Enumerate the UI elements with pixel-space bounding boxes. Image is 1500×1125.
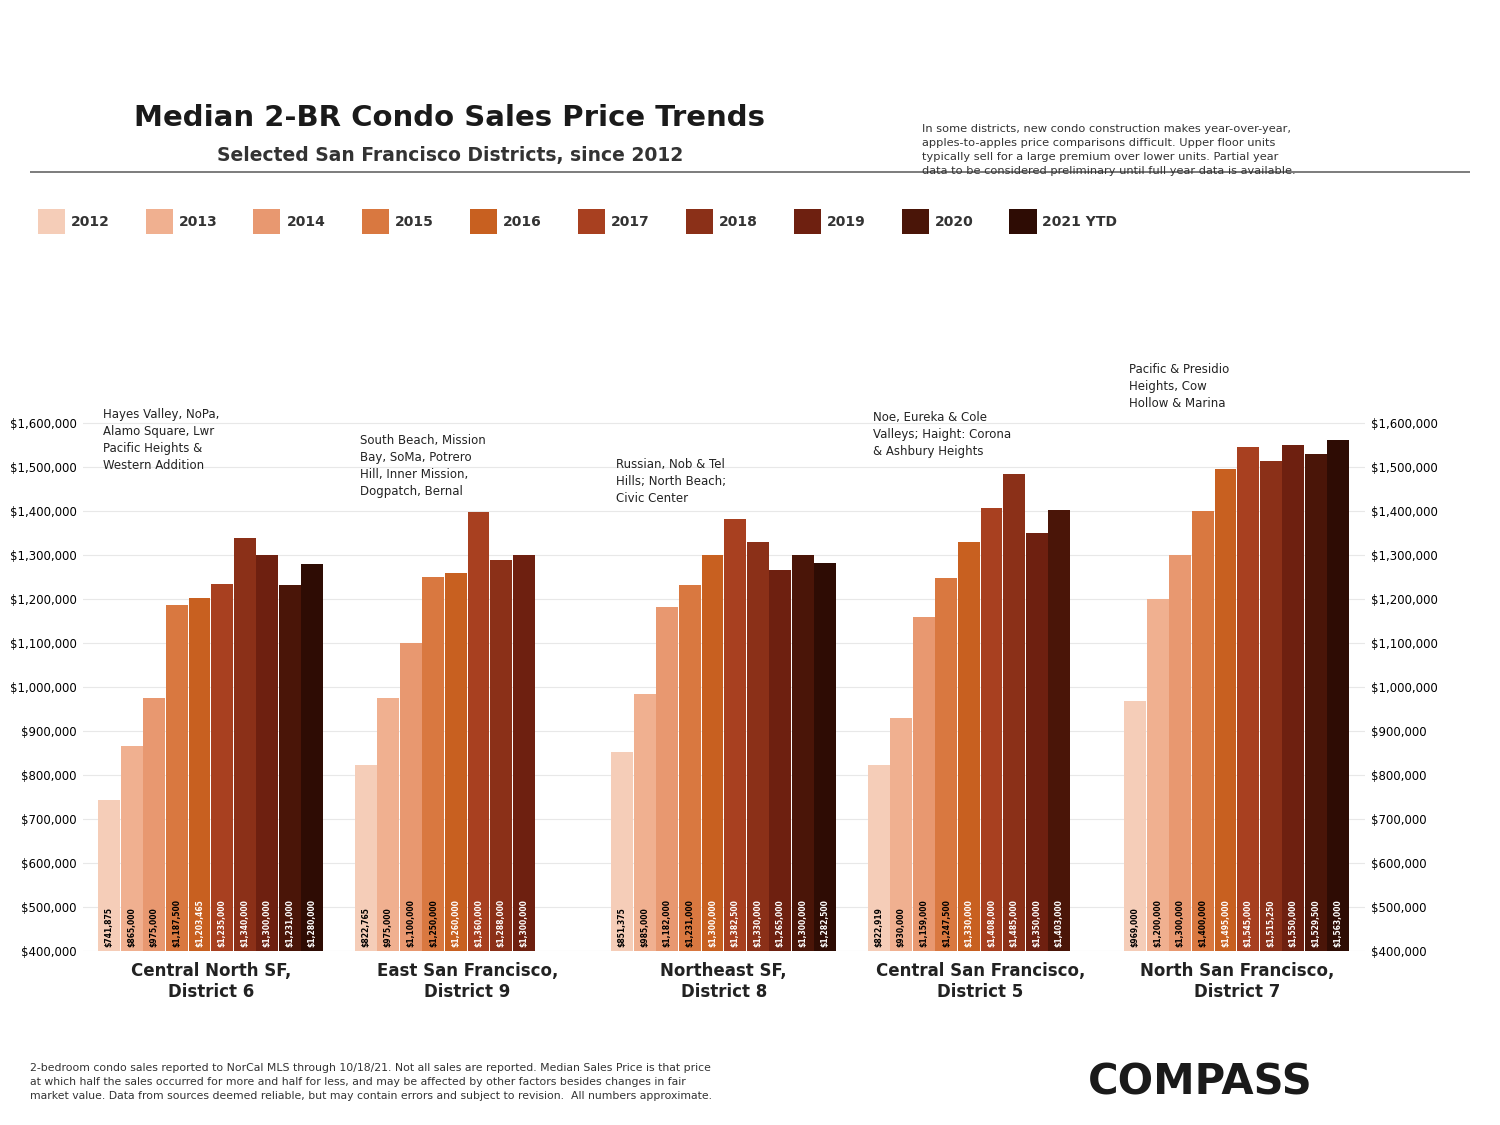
Bar (400, 644, 422, 951)
Text: $1,563,000: $1,563,000 (1334, 899, 1342, 947)
Text: $1,382,500: $1,382,500 (730, 899, 740, 947)
Bar (1305, 455, 1326, 951)
Bar (1170, 555, 1191, 951)
Text: South Beach, Mission
Bay, SoMa, Potrero
Hill, Inner Mission,
Dogpatch, Bernal: South Beach, Mission Bay, SoMa, Potrero … (360, 434, 486, 498)
Text: $1,340,000: $1,340,000 (240, 899, 249, 947)
Text: $1,203,465: $1,203,465 (195, 899, 204, 947)
Text: $1,300,000: $1,300,000 (262, 899, 272, 947)
Bar (724, 519, 746, 951)
Text: $975,000: $975,000 (384, 908, 393, 947)
Bar (211, 584, 232, 951)
Text: $822,765: $822,765 (362, 907, 370, 947)
Text: $865,000: $865,000 (128, 908, 136, 947)
Bar (914, 618, 934, 951)
Bar (98, 800, 120, 951)
Text: Russian, Nob & Tel
Hills; North Beach;
Civic Center: Russian, Nob & Tel Hills; North Beach; C… (616, 458, 726, 505)
Bar (867, 765, 889, 951)
Bar (891, 718, 912, 951)
Bar (490, 560, 512, 951)
Text: $1,235,000: $1,235,000 (217, 899, 226, 947)
Bar (144, 698, 165, 951)
Text: $851,375: $851,375 (618, 908, 627, 947)
Bar (680, 585, 700, 951)
Text: $1,403,000: $1,403,000 (1054, 899, 1064, 947)
Text: $1,260,000: $1,260,000 (452, 899, 460, 947)
Text: Noe, Eureka & Cole
Valleys; Haight: Corona
& Ashbury Heights: Noe, Eureka & Cole Valleys; Haight: Coro… (873, 412, 1011, 459)
Bar (1004, 474, 1025, 951)
Bar (122, 746, 142, 951)
Text: Hayes Valley, NoPa,
Alamo Square, Lwr
Pacific Heights &
Western Addition: Hayes Valley, NoPa, Alamo Square, Lwr Pa… (104, 407, 219, 471)
Text: $1,300,000: $1,300,000 (1176, 899, 1185, 947)
Bar (378, 698, 399, 951)
Bar (256, 555, 278, 951)
Text: 2020: 2020 (934, 215, 974, 228)
Text: $1,400,000: $1,400,000 (1198, 899, 1208, 947)
Text: 2021 YTD: 2021 YTD (1042, 215, 1118, 228)
Bar (1124, 701, 1146, 951)
Bar (1260, 460, 1281, 951)
Text: $1,200,000: $1,200,000 (1154, 899, 1162, 947)
Text: 2014: 2014 (286, 215, 326, 228)
Text: 2018: 2018 (718, 215, 758, 228)
Bar (1282, 446, 1304, 951)
Bar (610, 753, 633, 951)
Text: 2013: 2013 (178, 215, 218, 228)
Text: In some districts, new condo construction makes year-over-year,
apples-to-apples: In some districts, new condo constructio… (922, 124, 1296, 176)
Bar (1148, 598, 1168, 951)
Text: $822,919: $822,919 (874, 907, 884, 947)
Bar (189, 597, 210, 951)
Text: Median 2-BR Condo Sales Price Trends: Median 2-BR Condo Sales Price Trends (135, 105, 765, 132)
Text: $930,000: $930,000 (897, 908, 906, 947)
Text: 2015: 2015 (394, 215, 433, 228)
Text: $1,231,000: $1,231,000 (686, 899, 694, 947)
Text: Selected San Francisco Districts, since 2012: Selected San Francisco Districts, since … (217, 146, 682, 164)
Text: Pacific & Presidio
Heights, Cow
Hollow & Marina: Pacific & Presidio Heights, Cow Hollow &… (1130, 363, 1230, 411)
Text: $1,187,500: $1,187,500 (172, 899, 182, 947)
Bar (1215, 469, 1236, 951)
Text: $1,182,000: $1,182,000 (663, 899, 672, 947)
Text: $1,350,000: $1,350,000 (1032, 899, 1041, 947)
Bar (1026, 533, 1047, 951)
Text: $741,875: $741,875 (105, 907, 114, 947)
Bar (936, 578, 957, 951)
Text: $975,000: $975,000 (150, 908, 159, 947)
Text: $1,247,500: $1,247,500 (942, 899, 951, 947)
Text: $1,495,000: $1,495,000 (1221, 899, 1230, 947)
Bar (702, 555, 723, 951)
Bar (1048, 510, 1070, 951)
Bar (747, 542, 768, 951)
Text: 2019: 2019 (827, 215, 866, 228)
Bar (770, 570, 790, 951)
Text: $969,000: $969,000 (1131, 908, 1140, 947)
Bar (1328, 440, 1350, 951)
Text: $1,485,000: $1,485,000 (1010, 899, 1019, 947)
Bar (1192, 511, 1214, 951)
Bar (958, 542, 980, 951)
Text: $1,280,000: $1,280,000 (308, 899, 316, 947)
Text: $1,300,000: $1,300,000 (519, 899, 528, 947)
Text: $1,100,000: $1,100,000 (406, 899, 416, 947)
Bar (981, 507, 1002, 951)
Text: $1,360,000: $1,360,000 (474, 899, 483, 947)
Bar (423, 577, 444, 951)
Text: 2012: 2012 (70, 215, 110, 228)
Bar (446, 573, 466, 951)
Bar (302, 564, 324, 951)
Bar (354, 765, 376, 951)
Text: 2-bedroom condo sales reported to NorCal MLS through 10/18/21. Not all sales are: 2-bedroom condo sales reported to NorCal… (30, 1063, 712, 1101)
Bar (468, 512, 489, 951)
Bar (657, 608, 678, 951)
Text: $1,159,000: $1,159,000 (920, 899, 928, 947)
Text: $1,330,000: $1,330,000 (964, 899, 974, 947)
Bar (513, 555, 534, 951)
Text: $1,250,000: $1,250,000 (429, 899, 438, 947)
Text: $1,408,000: $1,408,000 (987, 899, 996, 947)
Bar (1238, 448, 1258, 951)
Text: $1,515,250: $1,515,250 (1266, 900, 1275, 947)
Text: $1,550,000: $1,550,000 (1288, 900, 1298, 947)
Bar (166, 604, 188, 951)
Text: $1,265,000: $1,265,000 (776, 899, 784, 947)
Text: $1,288,000: $1,288,000 (496, 899, 506, 947)
Bar (634, 693, 656, 951)
